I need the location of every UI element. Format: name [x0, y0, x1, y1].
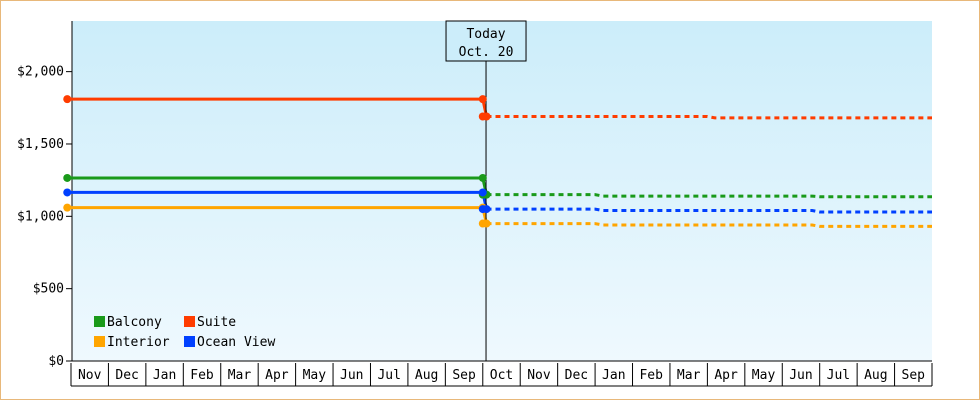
y-tick-label: $1,000: [17, 209, 64, 224]
balcony-dashed-line: [486, 193, 932, 199]
legend-swatch-interior: [94, 336, 105, 347]
x-tick-label: Jul: [827, 368, 850, 383]
x-tick-label: Sep: [452, 368, 476, 383]
x-tick-label: Oct: [490, 368, 513, 383]
y-tick-label: $1,500: [17, 137, 64, 152]
ocean-view-dashed-line: [486, 207, 932, 214]
x-tick-label: Feb: [639, 368, 663, 383]
ocean-view-point: [478, 188, 487, 197]
x-tick-label: Aug: [864, 368, 887, 383]
x-tick-label: Mar: [228, 368, 252, 383]
legend-swatch-balcony: [94, 316, 105, 327]
y-tick-label: $0: [48, 354, 64, 369]
interior-point: [63, 203, 72, 212]
x-tick-label: Dec: [115, 368, 138, 383]
series-points: [63, 95, 491, 228]
y-axis: $0 $500 $1,000 $1,500 $2,000: [17, 21, 73, 369]
x-tick-label: Nov: [527, 368, 551, 383]
x-tick-label: May: [303, 368, 327, 383]
interior-point: [482, 219, 491, 228]
legend: Balcony Suite Interior Ocean View: [94, 315, 275, 350]
legend-swatch-suite: [184, 316, 195, 327]
x-tick-label: Feb: [190, 368, 214, 383]
x-tick-label: Jan: [602, 368, 625, 383]
suite-dashed-line: [486, 115, 932, 120]
x-tick-label: Apr: [265, 368, 289, 383]
legend-label-balcony: Balcony: [107, 315, 162, 330]
balcony-point: [478, 173, 487, 182]
ocean-view-point: [482, 205, 491, 214]
x-tick-label: Dec: [565, 368, 588, 383]
x-tick-label: Jul: [377, 368, 400, 383]
x-tick-label: Nov: [78, 368, 102, 383]
x-tick-label: May: [752, 368, 776, 383]
today-label-box: [445, 20, 527, 62]
interior-dashed-line: [486, 222, 932, 228]
x-axis: Nov Dec Jan Feb Mar Apr May Jun Jul Aug Sep Oct Nov D…: [70, 360, 933, 387]
suite-point: [482, 112, 491, 121]
x-tick-label: Apr: [714, 368, 738, 383]
today-marker: Today Oct. 20: [445, 20, 527, 361]
legend-label-suite: Suite: [197, 315, 236, 330]
y-tick-label: $2,000: [17, 65, 64, 80]
x-tick-label: Aug: [415, 368, 438, 383]
x-tick-label: Jan: [153, 368, 176, 383]
x-tick-label: Jun: [789, 368, 812, 383]
x-tick-label: Mar: [677, 368, 701, 383]
x-tick-label: Sep: [902, 368, 926, 383]
y-tick-label: $500: [33, 282, 64, 297]
legend-label-interior: Interior: [107, 335, 170, 350]
legend-label-ocean-view: Ocean View: [197, 335, 275, 350]
today-label-line: Oct. 20: [459, 45, 514, 60]
x-tick-label: Jun: [340, 368, 363, 383]
suite-point: [63, 95, 72, 104]
legend-swatch-ocean-view: [184, 336, 195, 347]
suite-point: [478, 95, 487, 104]
today-label-line: Today: [466, 27, 505, 42]
balcony-point: [63, 173, 72, 182]
ocean-view-point: [63, 188, 72, 197]
